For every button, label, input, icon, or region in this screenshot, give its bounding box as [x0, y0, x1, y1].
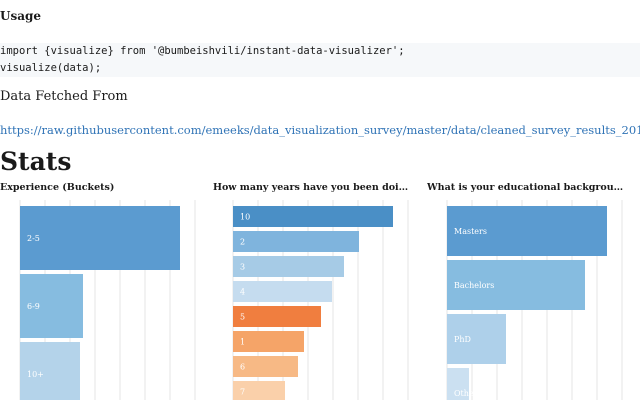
bar[interactable] — [233, 256, 344, 277]
bar[interactable] — [447, 206, 607, 256]
code-line-import: import {visualize} from '@bumbeishvili/i… — [0, 45, 405, 57]
bar[interactable] — [233, 306, 321, 327]
bar[interactable] — [233, 281, 332, 302]
chart-title: How many years have you been doing data … — [213, 182, 413, 193]
bar[interactable] — [447, 260, 585, 310]
bar[interactable] — [233, 381, 285, 400]
bar-label: 1 — [240, 338, 245, 347]
bar-label: 4 — [240, 288, 245, 297]
bar[interactable] — [233, 206, 393, 227]
bar-label: PhD — [454, 335, 471, 344]
bar-label: Bachelors — [454, 281, 494, 290]
bar-label: Other — [454, 389, 478, 398]
bar[interactable] — [233, 231, 359, 252]
bar-label: 2-5 — [27, 234, 40, 243]
bar[interactable] — [233, 356, 298, 377]
bar-label: 5 — [240, 313, 245, 322]
bar-label: 2 — [240, 238, 245, 247]
data-source-link[interactable]: https://raw.githubusercontent.com/emeeks… — [0, 123, 640, 137]
bar-label: 7 — [240, 388, 245, 397]
bar[interactable] — [447, 368, 469, 400]
bar[interactable] — [447, 314, 506, 364]
chart-title: Experience (Buckets) — [0, 182, 115, 193]
bar[interactable] — [20, 274, 83, 338]
bar-label: 3 — [240, 263, 245, 272]
chart-svg: 2-5 6-9 10+ — [19, 200, 196, 400]
chart-svg: Masters Bachelors PhD Other — [446, 200, 623, 400]
bar-label: 10+ — [27, 370, 44, 379]
chart-education: What is your educational background? Mas… — [427, 180, 627, 400]
chart-title: What is your educational background? — [427, 182, 627, 193]
bar-label: 6-9 — [27, 302, 40, 311]
chart-svg: 10 2 3 4 5 1 6 7 — [232, 200, 409, 400]
bar[interactable] — [20, 206, 180, 270]
bar[interactable] — [233, 331, 304, 352]
stats-heading: Stats — [0, 147, 72, 176]
bar-label: 6 — [240, 363, 245, 372]
bar-label: 10 — [240, 213, 250, 222]
usage-heading: Usage — [0, 9, 42, 23]
code-line-call: visualize(data); — [0, 62, 102, 74]
code-block: import {visualize} from '@bumbeishvili/i… — [0, 43, 640, 77]
bar-label: Masters — [454, 227, 487, 236]
chart-years: How many years have you been doing data … — [213, 180, 413, 400]
bar[interactable] — [20, 342, 80, 400]
data-fetched-label: Data Fetched From — [0, 89, 128, 104]
chart-experience: Experience (Buckets) 2-5 6-9 10+ — [0, 180, 200, 400]
